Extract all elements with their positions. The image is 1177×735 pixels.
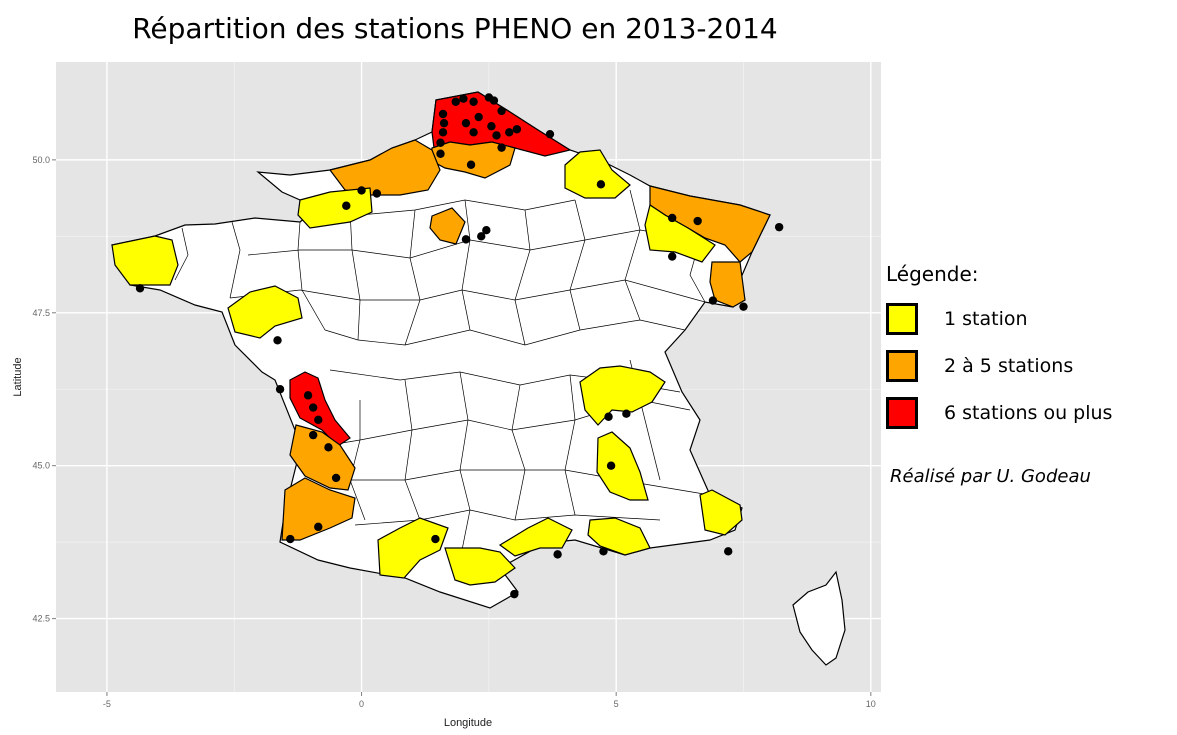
station-point bbox=[436, 138, 445, 147]
station-point bbox=[275, 385, 285, 394]
station-point bbox=[308, 430, 318, 440]
region-charente-maritime bbox=[289, 371, 351, 447]
x-tick-label: -5 bbox=[103, 699, 111, 709]
station-point bbox=[431, 534, 440, 544]
legend-item-3: 6 stations ou plus bbox=[886, 394, 1166, 432]
legend-item-2: 2 à 5 stations bbox=[886, 347, 1166, 385]
station-point bbox=[545, 129, 555, 139]
station-point bbox=[135, 284, 145, 293]
station-point bbox=[497, 106, 506, 116]
region-aude bbox=[444, 547, 516, 586]
station-point bbox=[668, 213, 677, 223]
station-point bbox=[439, 118, 449, 128]
station-point bbox=[492, 131, 501, 140]
station-point bbox=[451, 97, 460, 106]
station-point bbox=[308, 403, 318, 412]
highlighted-departments bbox=[111, 91, 771, 586]
region-loire-atlantique bbox=[227, 285, 303, 339]
x-tick-label: 10 bbox=[866, 699, 876, 709]
station-point bbox=[342, 201, 351, 210]
station-point bbox=[708, 296, 718, 305]
legend-label-1: 1 station bbox=[944, 308, 1028, 330]
region-herault bbox=[498, 517, 573, 557]
station-point bbox=[604, 412, 613, 421]
region-alpes-maritimes bbox=[699, 489, 743, 536]
station-point bbox=[724, 547, 733, 556]
station-point bbox=[438, 109, 448, 119]
station-point bbox=[512, 125, 522, 134]
y-axis: 42.5 45.0 47.5 50.0 bbox=[32, 155, 56, 624]
legend: Légende: 1 station 2 à 5 stations 6 stat… bbox=[886, 262, 1166, 441]
x-tick-label: 0 bbox=[359, 699, 364, 709]
station-point bbox=[606, 461, 616, 470]
station-point bbox=[314, 415, 323, 425]
station-point bbox=[510, 589, 519, 599]
y-tick-label: 47.5 bbox=[32, 308, 50, 318]
station-point bbox=[596, 180, 606, 189]
station-point bbox=[599, 547, 608, 556]
x-axis-title: Longitude bbox=[444, 717, 492, 729]
y-axis-title: Latitude bbox=[12, 357, 24, 396]
region-gironde bbox=[289, 424, 356, 491]
corsica bbox=[792, 570, 846, 666]
station-point bbox=[487, 122, 496, 131]
station-point bbox=[622, 409, 631, 418]
region-somme bbox=[429, 141, 516, 179]
station-point bbox=[477, 232, 486, 241]
legend-item-1: 1 station bbox=[886, 300, 1166, 338]
station-point bbox=[739, 302, 748, 311]
station-point bbox=[553, 550, 562, 559]
legend-swatch-3 bbox=[886, 397, 918, 429]
credit: Réalisé par U. Godeau bbox=[890, 466, 1091, 487]
y-tick-label: 42.5 bbox=[32, 614, 50, 624]
region-rhone bbox=[579, 365, 666, 426]
legend-label-2: 2 à 5 stations bbox=[944, 355, 1074, 377]
legend-label-3: 6 stations ou plus bbox=[944, 402, 1113, 424]
x-axis: -5 0 5 10 bbox=[103, 692, 876, 709]
station-point bbox=[303, 391, 313, 400]
station-point bbox=[484, 93, 494, 102]
region-haut-rhin bbox=[709, 261, 746, 308]
station-point bbox=[436, 149, 445, 158]
region-ardennes bbox=[564, 149, 631, 199]
station-point bbox=[459, 94, 468, 103]
y-tick-label: 45.0 bbox=[32, 461, 50, 471]
station-point bbox=[372, 189, 382, 198]
station-point bbox=[461, 118, 471, 128]
station-point bbox=[324, 443, 333, 452]
station-point bbox=[497, 143, 506, 152]
legend-swatch-2 bbox=[886, 350, 918, 382]
y-tick-label: 50.0 bbox=[32, 155, 50, 165]
legend-swatch-1 bbox=[886, 303, 918, 335]
station-point bbox=[286, 534, 295, 544]
station-point bbox=[314, 522, 323, 532]
station-point bbox=[693, 216, 702, 226]
station-point bbox=[668, 252, 677, 261]
station-point bbox=[461, 235, 471, 244]
x-tick-label: 5 bbox=[614, 699, 619, 709]
region-bouches-du-rhone bbox=[587, 517, 651, 556]
station-point bbox=[774, 222, 784, 232]
region-haute-garonne bbox=[377, 517, 449, 579]
station-point bbox=[469, 128, 478, 137]
station-point bbox=[438, 128, 448, 137]
station-point bbox=[331, 473, 341, 483]
region-idf bbox=[429, 207, 466, 245]
station-points bbox=[135, 93, 784, 599]
station-point bbox=[466, 160, 476, 169]
legend-title: Légende: bbox=[886, 262, 979, 286]
station-point bbox=[469, 97, 478, 106]
station-point bbox=[482, 226, 491, 235]
map-title: Répartition des stations PHENO en 2013-2… bbox=[132, 12, 778, 45]
region-calvados bbox=[297, 187, 373, 229]
station-point bbox=[505, 128, 514, 137]
station-point bbox=[474, 112, 483, 122]
region-finistere bbox=[111, 235, 179, 286]
station-point bbox=[273, 336, 282, 345]
region-drome bbox=[596, 431, 649, 501]
station-point bbox=[357, 186, 366, 195]
